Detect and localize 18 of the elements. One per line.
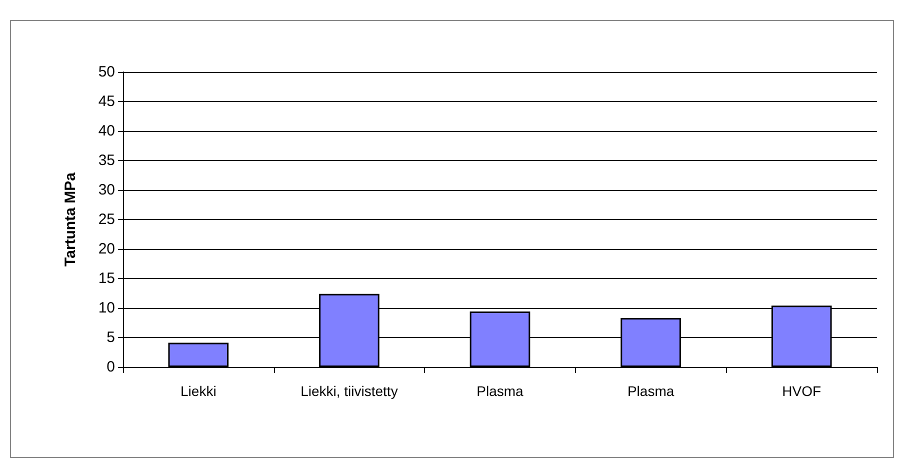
y-tick-label: 0 (106, 358, 115, 376)
bar (168, 342, 229, 367)
y-tick-label: 30 (98, 182, 115, 198)
x-tick-label: Liekki, tiivistetty (300, 383, 398, 399)
y-axis-title: Tartunta MPa (62, 172, 79, 266)
y-tick-label: 40 (98, 122, 115, 140)
y-tick-label: 15 (98, 270, 115, 287)
y-tick-label: 45 (98, 93, 115, 110)
y-tick-label: 5 (106, 329, 115, 346)
x-tick-label: Plasma (627, 383, 674, 399)
y-tick-label: 20 (98, 240, 115, 258)
x-tick-label: Plasma (476, 383, 524, 399)
y-tick-label: 10 (98, 300, 115, 316)
y-tick-label: 50 (98, 64, 115, 80)
x-tick-label: HVOF (782, 383, 822, 399)
x-tick-label: Liekki (180, 383, 216, 399)
y-tick-label: 25 (98, 211, 115, 228)
y-tick-label: 35 (98, 152, 115, 169)
